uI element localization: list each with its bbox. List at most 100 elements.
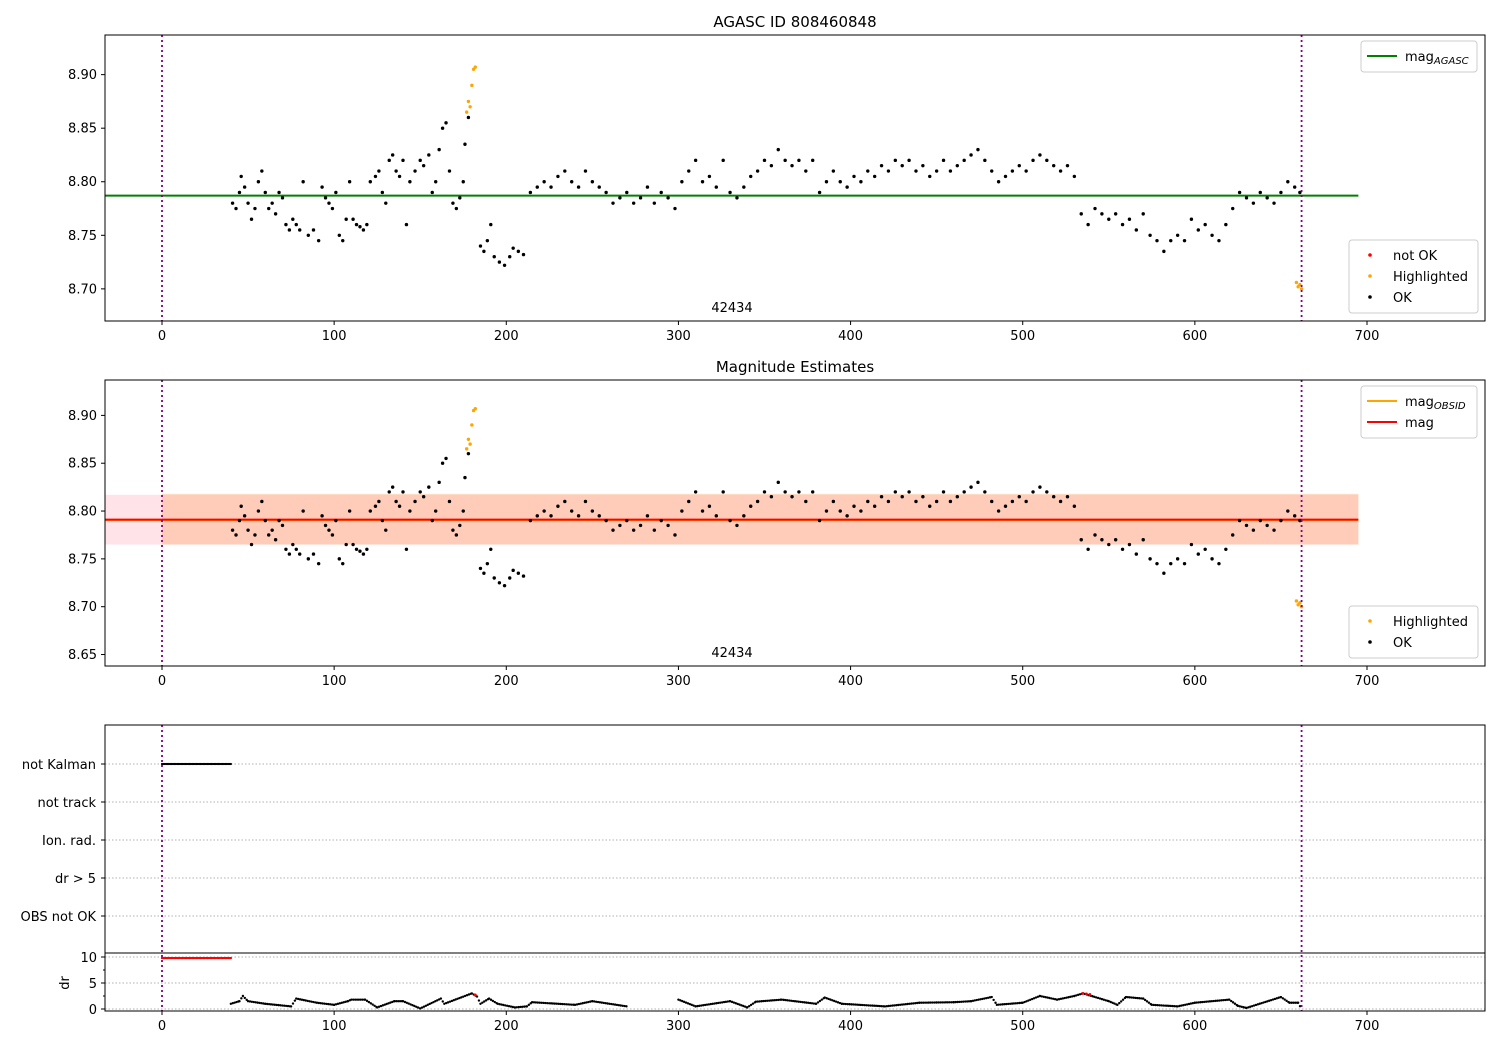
ok-point bbox=[983, 490, 987, 494]
ok-point bbox=[1182, 238, 1187, 243]
ok-point bbox=[563, 499, 567, 504]
ok-point bbox=[497, 581, 502, 585]
ok-point bbox=[485, 238, 490, 243]
dr-point bbox=[1296, 1001, 1300, 1004]
dr-point bbox=[754, 1000, 758, 1003]
x-tick-label: 100 bbox=[322, 674, 347, 689]
dr-point bbox=[1061, 997, 1065, 1000]
ok-point bbox=[735, 523, 739, 528]
ok-point bbox=[413, 169, 417, 173]
ok-point bbox=[693, 490, 698, 494]
ok-point bbox=[590, 180, 595, 184]
dr-point bbox=[566, 1003, 570, 1006]
ok-point bbox=[907, 158, 911, 163]
ok-point bbox=[437, 147, 441, 152]
ok-point bbox=[1072, 174, 1077, 179]
dr-point bbox=[527, 1003, 531, 1007]
ok-point bbox=[1196, 228, 1201, 232]
dr-point bbox=[589, 1000, 592, 1003]
ok-point bbox=[659, 190, 663, 195]
dr-point bbox=[511, 1005, 515, 1009]
dr-point bbox=[619, 1004, 622, 1007]
dr-point bbox=[705, 1003, 709, 1006]
ok-point bbox=[983, 158, 987, 163]
dr-point bbox=[767, 999, 771, 1002]
dr-point bbox=[387, 1002, 390, 1005]
ok-point bbox=[280, 196, 285, 200]
dr-point bbox=[325, 1002, 328, 1006]
dr-point bbox=[1139, 997, 1143, 1000]
ok-point bbox=[341, 561, 345, 566]
ok-point bbox=[769, 494, 774, 499]
ok-point bbox=[721, 158, 725, 163]
dr-point bbox=[623, 1004, 626, 1008]
ok-point bbox=[618, 523, 622, 528]
ok-point bbox=[556, 174, 560, 179]
dr-point bbox=[855, 1003, 859, 1006]
ok-point bbox=[879, 163, 884, 168]
dr-point bbox=[999, 1003, 1002, 1006]
ok-point bbox=[941, 490, 946, 494]
axes-frame bbox=[104, 724, 1486, 1012]
ok-point bbox=[528, 518, 533, 523]
y-tick-label: 0 bbox=[89, 1003, 97, 1018]
dr-point bbox=[1160, 1004, 1163, 1007]
x-tick-label: 300 bbox=[666, 329, 691, 344]
dr-point bbox=[248, 1000, 252, 1003]
dr-point bbox=[925, 1001, 929, 1004]
dr-point bbox=[420, 1006, 424, 1009]
ok-point bbox=[384, 201, 388, 205]
dr-point bbox=[1036, 995, 1040, 999]
ok-point bbox=[427, 153, 431, 157]
ok-point bbox=[631, 528, 636, 532]
x-tick-label: 0 bbox=[158, 674, 166, 689]
dr-point bbox=[893, 1004, 896, 1007]
dr-point bbox=[940, 1001, 944, 1004]
dr-point bbox=[536, 1001, 539, 1004]
ok-point bbox=[817, 518, 822, 523]
dr-point bbox=[850, 1003, 853, 1006]
dr-point bbox=[1206, 1000, 1210, 1003]
ok-point bbox=[256, 509, 261, 513]
ok-point bbox=[344, 217, 348, 221]
dr-point bbox=[445, 1001, 448, 1005]
flag-label: not Kalman bbox=[22, 758, 96, 773]
dr-point bbox=[262, 1002, 265, 1005]
ok-point bbox=[638, 523, 643, 528]
ok-point bbox=[804, 499, 808, 504]
ok-point bbox=[1244, 523, 1249, 528]
dr-point bbox=[715, 1002, 718, 1005]
ok-point bbox=[1045, 158, 1049, 163]
dr-point bbox=[1203, 1000, 1206, 1004]
dr-point bbox=[479, 1002, 482, 1005]
ok-point bbox=[380, 190, 385, 195]
dr-point bbox=[1030, 997, 1034, 1001]
dr-point bbox=[1292, 1001, 1295, 1004]
ok-point bbox=[263, 518, 267, 523]
dr-point bbox=[439, 997, 443, 1000]
ok-point bbox=[1079, 538, 1083, 542]
dr-point bbox=[1238, 1005, 1241, 1008]
dr-point bbox=[846, 1002, 849, 1006]
dr-red-point bbox=[1088, 993, 1092, 996]
dr-point bbox=[233, 1001, 236, 1004]
dr-point bbox=[1189, 1002, 1193, 1005]
dr-point bbox=[1225, 998, 1229, 1002]
dr-point bbox=[264, 1002, 267, 1005]
ok-point bbox=[485, 561, 490, 566]
dr-point bbox=[415, 1005, 418, 1009]
ok-point bbox=[735, 196, 739, 200]
dr-point bbox=[332, 1003, 336, 1007]
ok-point bbox=[625, 190, 629, 195]
dr-point bbox=[1042, 995, 1045, 999]
ok-point bbox=[242, 514, 247, 518]
dr-point bbox=[621, 1004, 624, 1007]
dr-point bbox=[379, 1004, 383, 1008]
ok-point bbox=[1086, 547, 1090, 552]
flag-label: dr > 5 bbox=[55, 872, 96, 887]
dr-point bbox=[703, 1003, 707, 1007]
ok-point bbox=[1231, 206, 1235, 211]
dr-point bbox=[937, 1001, 940, 1004]
dr-point bbox=[969, 1000, 973, 1003]
dr-point bbox=[1136, 996, 1139, 1000]
